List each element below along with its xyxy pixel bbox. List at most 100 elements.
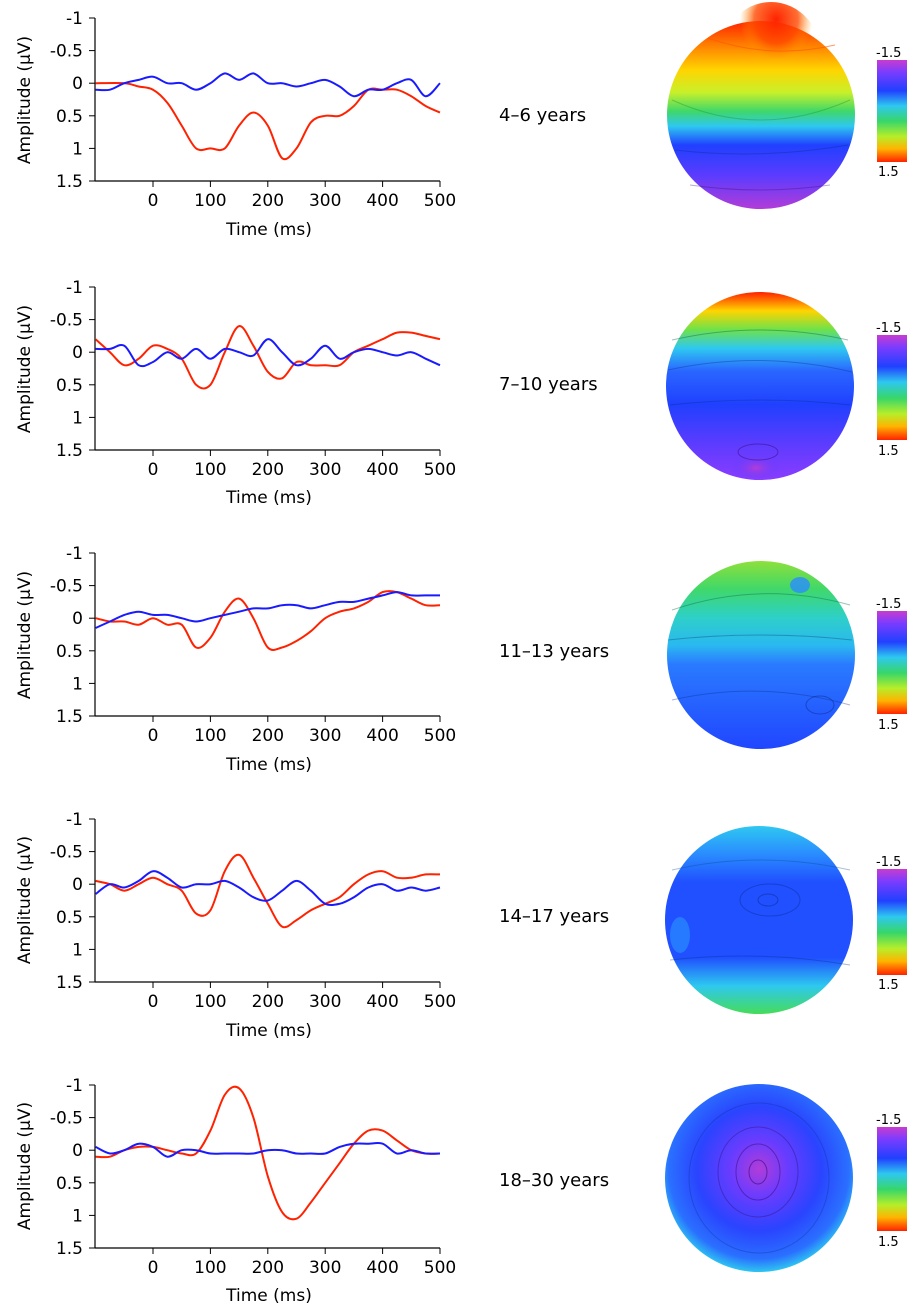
colorbar: -1.5 1.5 — [876, 321, 907, 459]
y-tick-label: -0.5 — [50, 843, 83, 863]
x-tick-label: 400 — [366, 726, 398, 746]
y-axis-label: Amplitude (µV) — [15, 36, 35, 164]
y-tick-label: 0.5 — [56, 107, 83, 127]
x-tick-label: 300 — [309, 726, 341, 746]
erp-axes: -1 -0.5 0 0.5 1 1.5 0 100 200 300 400 500 — [50, 544, 456, 746]
erp-series-line — [95, 81, 441, 161]
x-tick-label: 400 — [366, 460, 398, 480]
y-tick-label: 1.5 — [56, 973, 83, 993]
erp-axes: -1 -0.5 0 0.5 1 1.5 0 100 200 300 400 500 — [50, 9, 456, 211]
y-tick-label: 0 — [72, 875, 83, 895]
erp-panel-7-10: -1 -0.5 0 0.5 1 1.5 0 100 200 300 400 500 Amplitude… — [15, 278, 456, 508]
x-tick-label: 500 — [424, 460, 456, 480]
y-tick-label: 1 — [72, 139, 83, 159]
colorbar-bottom-label: 1.5 — [878, 718, 899, 733]
colorbar-bottom-label: 1.5 — [878, 1235, 899, 1250]
y-axis-label: Amplitude (µV) — [15, 836, 35, 964]
x-tick-label: 200 — [252, 1258, 284, 1278]
erp-panel-4-6: -1 -0.5 0 0.5 1 1.5 0 100 200 300 400 500 Amplitude… — [15, 9, 456, 240]
x-tick-label: 300 — [309, 460, 341, 480]
erp-series-line — [95, 870, 441, 906]
y-tick-label: 0 — [72, 74, 83, 94]
x-axis-label: Time (ms) — [225, 1286, 312, 1306]
y-tick-label: 0.5 — [56, 376, 83, 396]
erp-axes: -1 -0.5 0 0.5 1 1.5 0 100 200 300 400 500 — [50, 810, 456, 1012]
x-axis-label: Time (ms) — [225, 220, 312, 240]
erp-curves — [95, 72, 441, 161]
topomap-7-10 — [666, 292, 854, 480]
x-tick-label: 500 — [424, 726, 456, 746]
topomap-18-30 — [665, 1084, 853, 1272]
erp-series-line — [94, 325, 441, 390]
erp-series-line — [95, 591, 440, 629]
age-group-label: 4–6 years — [499, 105, 586, 126]
colorbar-bottom-label: 1.5 — [878, 444, 899, 459]
x-tick-label: 100 — [194, 460, 226, 480]
y-tick-label: -1 — [66, 278, 83, 298]
y-tick-label: -1 — [66, 810, 83, 830]
colorbar-top-label: -1.5 — [876, 855, 901, 870]
x-tick-label: 200 — [252, 726, 284, 746]
age-group-label: 11–13 years — [499, 641, 609, 662]
x-tick-label: 500 — [424, 992, 456, 1012]
erp-series-line — [95, 72, 441, 98]
colorbar-bottom-label: 1.5 — [878, 978, 899, 993]
x-tick-label: 200 — [252, 460, 284, 480]
x-tick-label: 100 — [194, 726, 226, 746]
y-tick-label: -0.5 — [50, 42, 83, 62]
colorbar-bottom-label: 1.5 — [878, 165, 899, 180]
erp-series-line — [95, 1085, 441, 1221]
x-tick-label: 300 — [309, 191, 341, 211]
x-tick-label: 0 — [148, 992, 159, 1012]
colorbar-top-label: -1.5 — [876, 321, 901, 336]
x-axis-label: Time (ms) — [225, 755, 312, 775]
erp-axes: -1 -0.5 0 0.5 1 1.5 0 100 200 300 400 500 — [50, 1076, 456, 1278]
y-tick-label: -1 — [66, 544, 83, 564]
y-axis-label: Amplitude (µV) — [15, 305, 35, 433]
age-group-label: 18–30 years — [499, 1170, 609, 1191]
y-tick-label: 1 — [72, 940, 83, 960]
y-axis-label: Amplitude (µV) — [15, 571, 35, 699]
x-tick-label: 0 — [148, 460, 159, 480]
x-tick-label: 100 — [194, 191, 226, 211]
erp-series-line — [95, 853, 441, 929]
y-tick-label: 0.5 — [56, 1174, 83, 1194]
y-tick-label: 1 — [72, 1206, 83, 1226]
x-tick-label: 0 — [148, 191, 159, 211]
x-tick-label: 100 — [194, 992, 226, 1012]
y-tick-label: 0 — [72, 609, 83, 629]
erp-series-line — [95, 590, 441, 651]
x-tick-label: 0 — [148, 1258, 159, 1278]
y-tick-label: -0.5 — [50, 311, 83, 331]
colorbar: -1.5 1.5 — [876, 855, 907, 993]
y-tick-label: 0 — [72, 343, 83, 363]
y-tick-label: 1 — [72, 408, 83, 428]
y-tick-label: 1.5 — [56, 707, 83, 727]
age-group-label: 14–17 years — [499, 906, 609, 927]
topomap-14-17 — [665, 826, 853, 1014]
colorbar: -1.5 1.5 — [876, 1113, 907, 1250]
erp-panel-14-17: -1 -0.5 0 0.5 1 1.5 0 100 200 300 400 500 Amplitude… — [15, 810, 456, 1041]
y-tick-label: 0 — [72, 1141, 83, 1161]
y-tick-label: 0.5 — [56, 642, 83, 662]
erp-curves — [95, 590, 441, 651]
erp-curves — [94, 325, 441, 390]
y-tick-label: -1 — [66, 9, 83, 29]
y-tick-label: -0.5 — [50, 577, 83, 597]
y-tick-label: 1.5 — [56, 441, 83, 461]
erp-panel-18-30: -1 -0.5 0 0.5 1 1.5 0 100 200 300 400 500 Amplitude… — [15, 1076, 456, 1306]
age-group-label: 7–10 years — [499, 374, 598, 395]
y-axis-label: Amplitude (µV) — [15, 1102, 35, 1230]
erp-panel-11-13: -1 -0.5 0 0.5 1 1.5 0 100 200 300 400 500 Amplitude… — [15, 544, 456, 775]
y-tick-label: 0.5 — [56, 908, 83, 928]
x-axis-label: Time (ms) — [225, 488, 312, 508]
y-tick-label: 1 — [72, 674, 83, 694]
erp-axes: -1 -0.5 0 0.5 1 1.5 0 100 200 300 400 500 — [50, 278, 456, 480]
erp-series-line — [95, 338, 441, 368]
y-tick-label: -1 — [66, 1076, 83, 1096]
x-tick-label: 400 — [366, 1258, 398, 1278]
x-tick-label: 200 — [252, 191, 284, 211]
erp-curves — [95, 1085, 441, 1221]
colorbar-top-label: -1.5 — [876, 1113, 901, 1128]
